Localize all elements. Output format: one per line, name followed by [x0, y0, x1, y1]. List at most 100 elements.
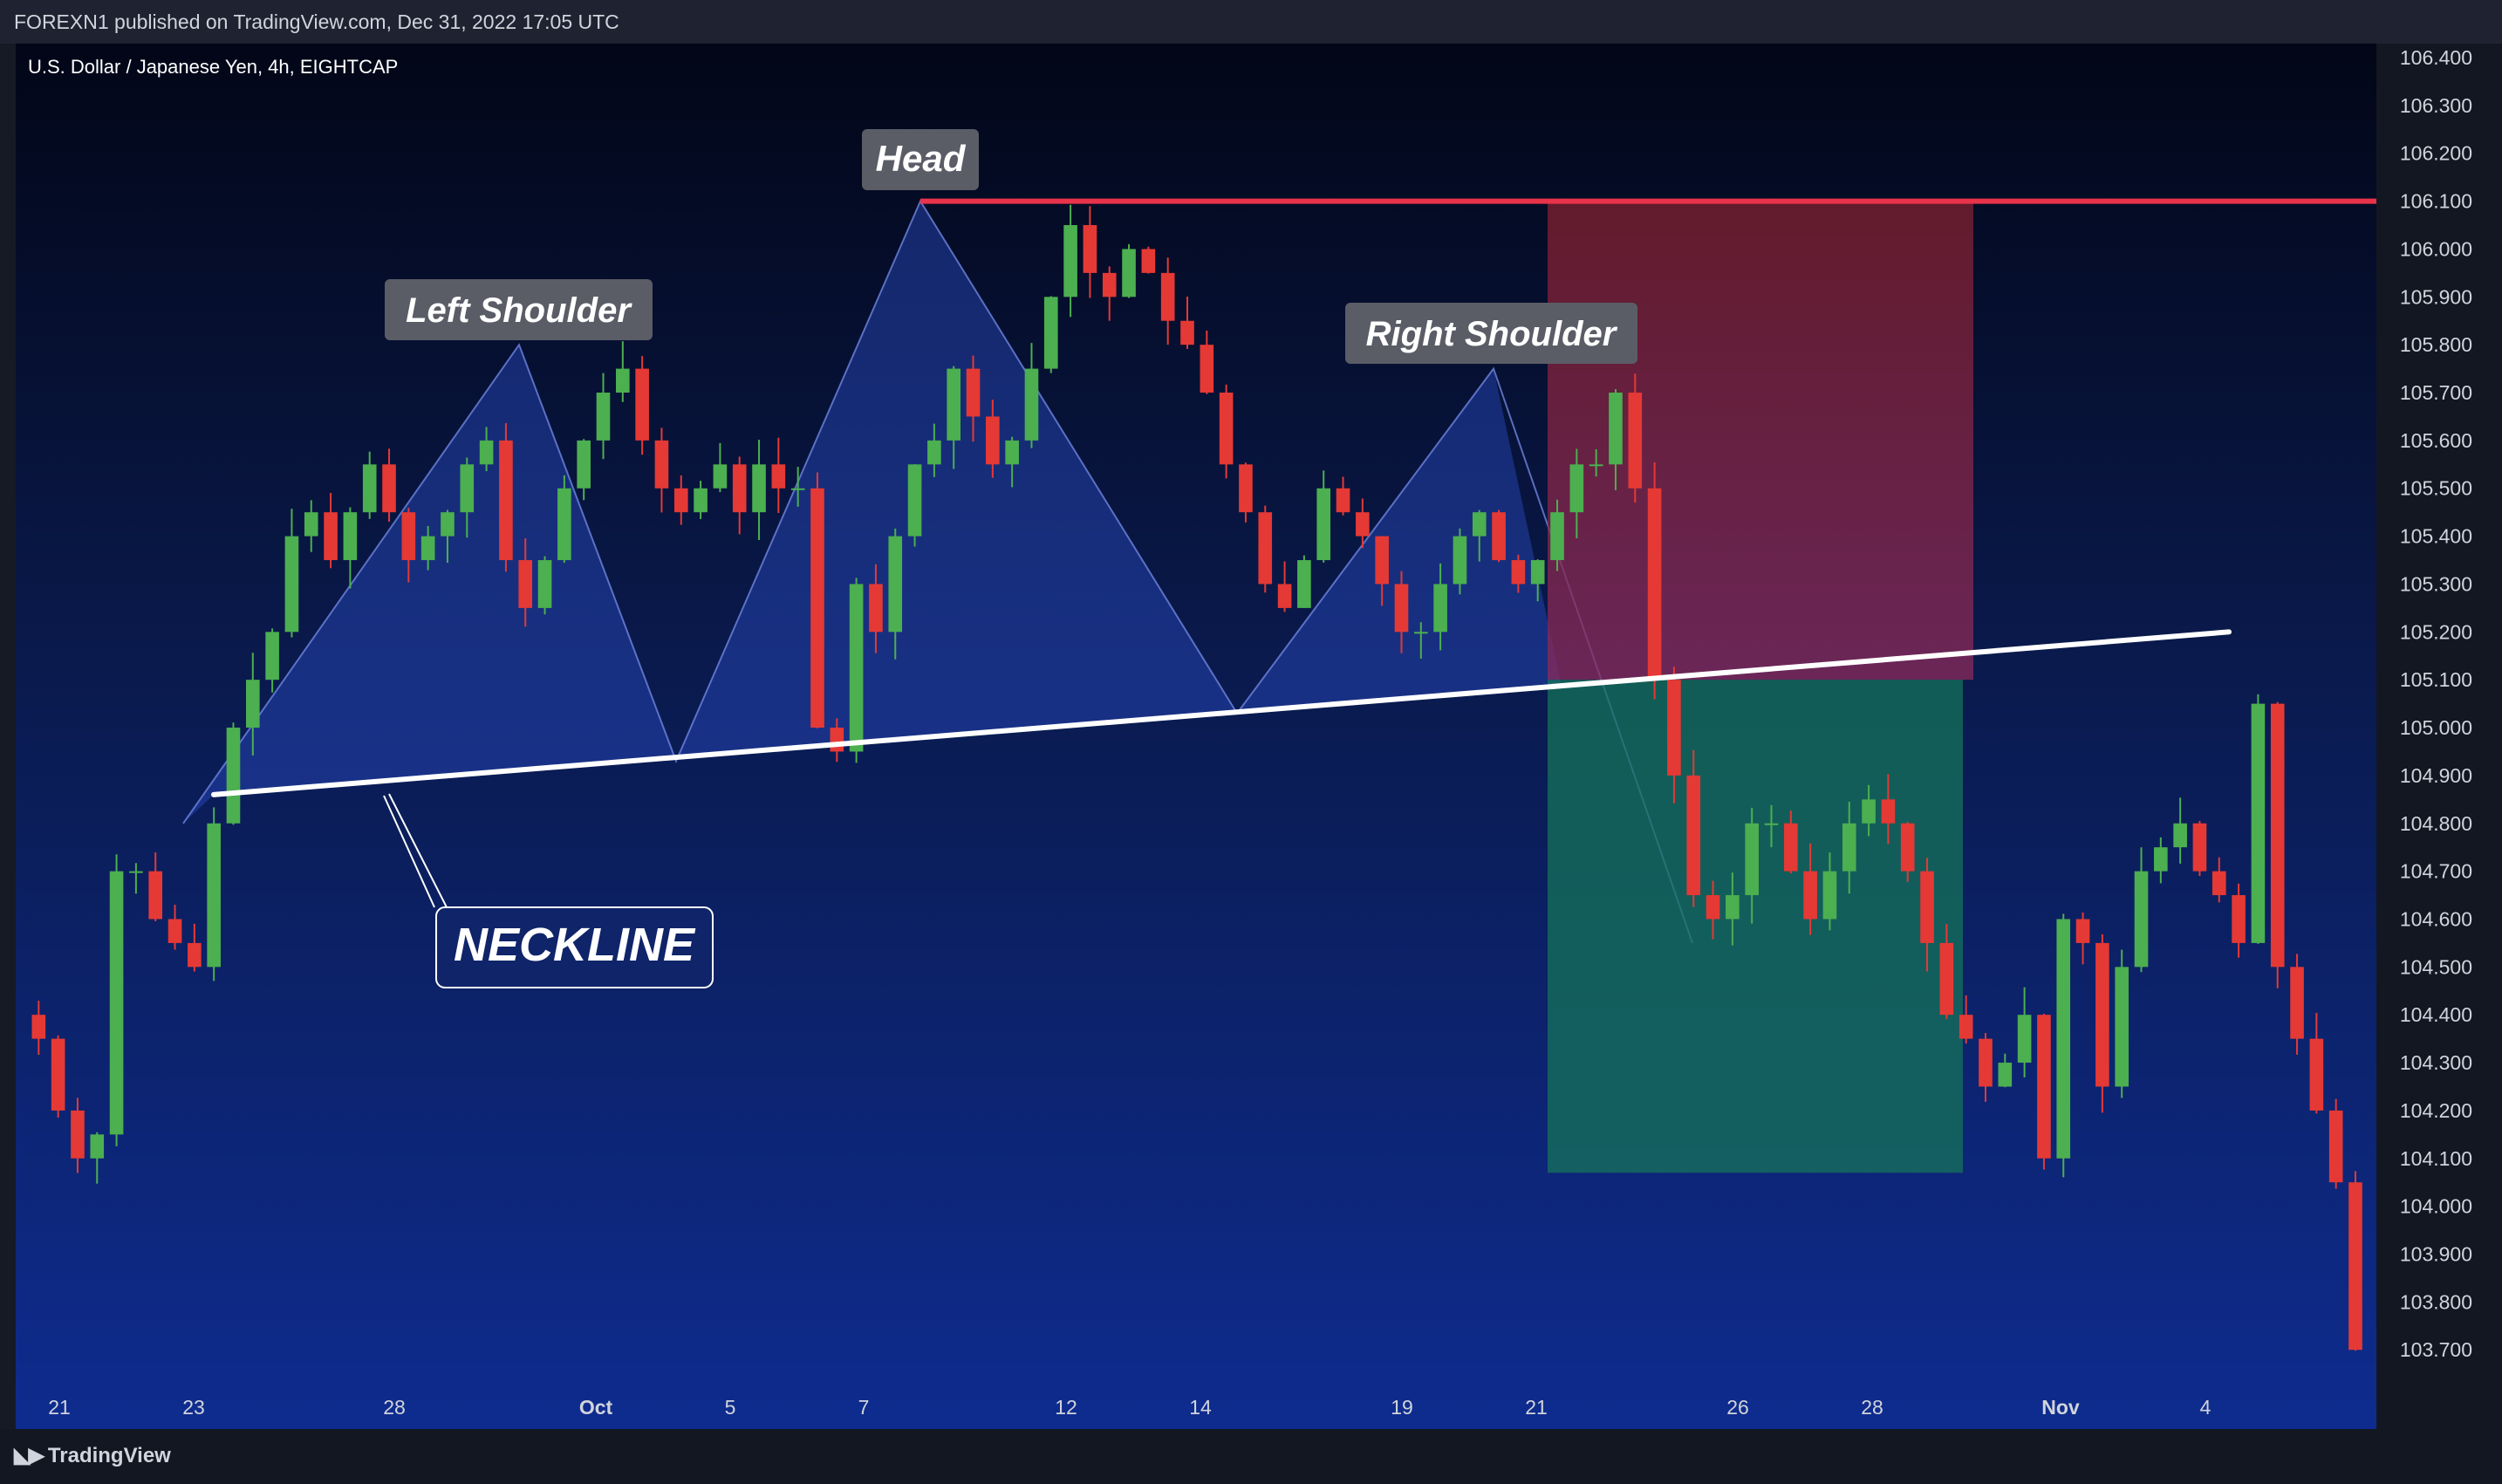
x-tick-label: Oct: [579, 1396, 613, 1419]
right-shoulder-label-text: Right Shoulder: [1366, 315, 1618, 353]
x-tick-label: 12: [1055, 1396, 1077, 1419]
candle: [1394, 571, 1409, 653]
y-tick-label: 104.600: [2400, 907, 2472, 930]
candle: [1706, 880, 1720, 940]
candle: [1939, 924, 1954, 1020]
footer: [0, 1429, 2502, 1484]
candle: [1219, 384, 1234, 479]
y-tick-label: 103.900: [2400, 1243, 2472, 1266]
candle: [1277, 561, 1292, 612]
candle: [849, 578, 864, 763]
left-shoulder-label-text: Left Shoulder: [406, 291, 632, 330]
y-tick-label: 106.000: [2400, 237, 2472, 260]
candle: [1083, 206, 1097, 298]
y-tick-label: 106.400: [2400, 46, 2472, 69]
candle: [2134, 847, 2149, 973]
candle: [1647, 462, 1662, 700]
candle: [167, 905, 182, 950]
candle: [986, 400, 1000, 478]
candle: [888, 528, 903, 660]
candle: [207, 807, 221, 981]
candle: [1180, 296, 1194, 349]
candle: [2056, 913, 2071, 1178]
candle: [2075, 912, 2090, 965]
candle: [927, 423, 941, 477]
candle: [90, 1132, 105, 1184]
candle: [1745, 807, 1759, 924]
candle: [1803, 843, 1817, 935]
candle: [1686, 749, 1701, 907]
y-tick-label: 105.700: [2400, 381, 2472, 404]
chart-area[interactable]: [16, 44, 2376, 1429]
candle: [1550, 499, 1564, 571]
candle: [966, 355, 981, 442]
candle: [1102, 266, 1117, 321]
candle: [188, 923, 202, 972]
candle: [1998, 1053, 2013, 1088]
candle: [1413, 622, 1428, 659]
candle: [343, 507, 358, 589]
candle: [1842, 802, 1856, 894]
x-axis-ticks: 21 23 28 Oct 5 7 12 14 19 21 26 28 Nov 4: [48, 1396, 2211, 1419]
candle: [537, 556, 552, 615]
candle: [2115, 949, 2129, 1098]
candle: [284, 509, 299, 638]
candle: [1784, 810, 1798, 874]
candle: [460, 457, 475, 538]
neckline: [211, 629, 2232, 797]
candle: [2154, 837, 2168, 884]
candle: [2290, 954, 2304, 1055]
candle: [441, 509, 455, 564]
candle: [1453, 528, 1467, 595]
candle: [2251, 694, 2266, 944]
y-tick-label: 104.900: [2400, 764, 2472, 787]
tradingview-logo-icon: ◣▶: [14, 1444, 44, 1467]
y-tick-label: 105.500: [2400, 477, 2472, 500]
candles-layer: [31, 204, 2362, 1351]
price-axis[interactable]: [2376, 44, 2502, 1429]
x-tick-label: 23: [182, 1396, 205, 1419]
candle: [1472, 509, 1487, 562]
candle: [713, 442, 728, 493]
candle: [1297, 555, 1311, 608]
candle: [557, 475, 571, 563]
x-tick-label: 7: [858, 1396, 870, 1419]
candle: [2211, 857, 2226, 903]
candle: [1589, 448, 1603, 477]
candle: [1764, 804, 1779, 848]
candle: [1881, 774, 1896, 845]
y-tick-label: 103.800: [2400, 1290, 2472, 1313]
candle: [2192, 820, 2207, 876]
candle: [2017, 987, 2032, 1077]
candle: [616, 341, 630, 402]
y-tick-label: 104.000: [2400, 1195, 2472, 1218]
symbol-title: U.S. Dollar / Japanese Yen, 4h, EIGHTCAP: [28, 56, 399, 78]
neckline-label-text: NECKLINE: [454, 919, 696, 971]
candle: [245, 653, 260, 756]
published-info: FOREXN1 published on TradingView.com, De…: [14, 10, 619, 33]
y-tick-label: 104.200: [2400, 1099, 2472, 1122]
y-tick-label: 104.100: [2400, 1147, 2472, 1170]
y-tick-label: 105.000: [2400, 716, 2472, 739]
candle: [1862, 784, 1876, 837]
candle: [382, 448, 396, 523]
candle: [635, 356, 649, 455]
candle: [2037, 1014, 2051, 1170]
candle: [2309, 1012, 2324, 1114]
y-axis-ticks: 106.400 106.300 106.200 106.100 106.000 105.9…: [2400, 46, 2472, 1361]
candle: [1336, 476, 1350, 516]
candle: [810, 472, 824, 728]
candle: [1141, 246, 1156, 274]
candle: [1569, 448, 1584, 538]
candle: [1316, 470, 1331, 563]
candle: [1822, 852, 1837, 931]
candle: [1433, 563, 1447, 651]
take-profit-zone: [1548, 680, 1963, 1173]
tradingview-brand[interactable]: ◣▶ TradingView: [14, 1443, 171, 1468]
x-tick-label: 14: [1189, 1396, 1212, 1419]
candle: [1160, 257, 1175, 345]
x-tick-label: 21: [1525, 1396, 1548, 1419]
candle: [31, 1001, 46, 1056]
y-tick-label: 106.300: [2400, 94, 2472, 117]
